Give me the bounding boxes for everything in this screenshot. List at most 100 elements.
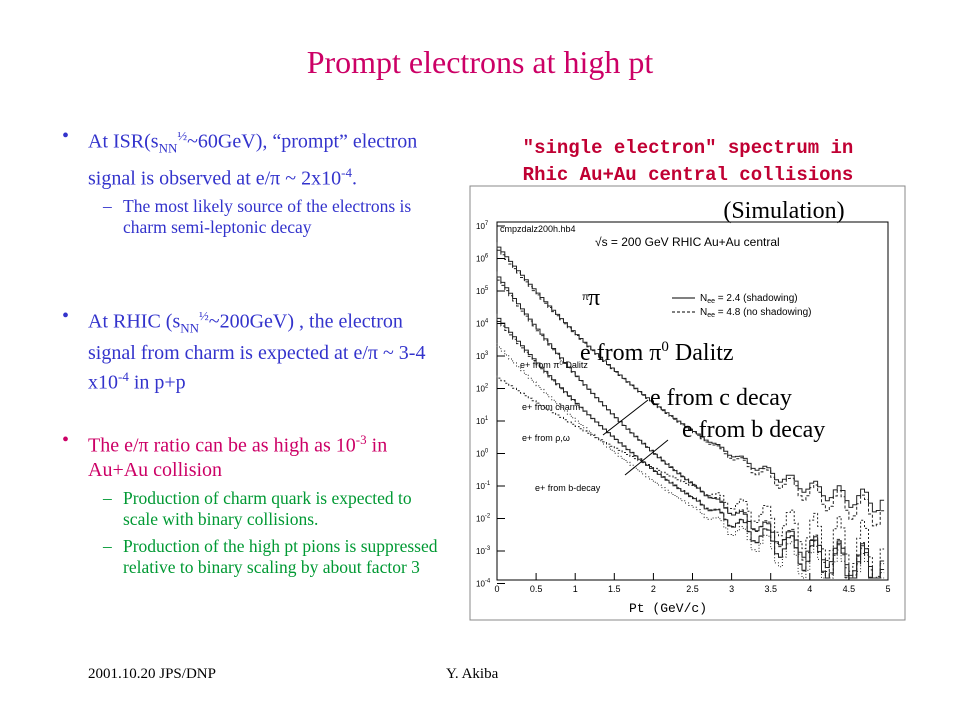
- curve-label: e+ from π0 Dalitz: [520, 360, 588, 370]
- sub-bullet: Production of the high pt pions is suppr…: [103, 536, 443, 578]
- spectrum: [496, 274, 885, 579]
- curve-label: e+ from b-decay: [535, 483, 601, 493]
- legend-entry: Nee = 4.8 (no shadowing): [700, 307, 811, 319]
- curve-label: π: [582, 292, 589, 303]
- x-label: Pt (GeV/c): [629, 601, 707, 616]
- text: -4: [341, 164, 352, 180]
- x-tick-label: 1.5: [608, 584, 621, 594]
- x-tick-label: 0: [494, 584, 499, 594]
- y-tick-label: 101: [476, 416, 489, 426]
- bullet: At ISR(sNN½~60GeV), “prompt” electron si…: [62, 124, 443, 238]
- x-tick-label: 5: [885, 584, 890, 594]
- overlay-label: e from π0 Dalitz: [580, 339, 734, 366]
- x-tick-label: 4: [807, 584, 812, 594]
- tick-exp: 5: [485, 286, 489, 292]
- tick-base: 10: [476, 255, 485, 264]
- footer-right: Y. Akiba: [446, 666, 499, 682]
- slide-title: Prompt electrons at high pt: [306, 44, 654, 80]
- tick-base: 10: [476, 320, 485, 329]
- text: ~60GeV), “prompt” electron signal is obs…: [88, 130, 418, 190]
- y-tick-label: 107: [476, 221, 489, 231]
- text: -3: [355, 432, 367, 447]
- y-tick-label: 10-3: [476, 546, 491, 556]
- tick-exp: 4: [485, 319, 489, 325]
- curve-label: e+ from ρ,ω: [522, 433, 570, 443]
- text: .: [351, 167, 357, 190]
- energy: √s = 200 GeV RHIC Au+Au central: [595, 235, 780, 249]
- tick-base: 10: [476, 547, 485, 556]
- tick-exp: -4: [485, 579, 491, 585]
- y-tick-label: 104: [476, 319, 489, 329]
- y-tick-label: 102: [476, 384, 489, 394]
- y-tick-label: 10-1: [476, 481, 491, 491]
- spectrum: [496, 375, 885, 579]
- x-tick-label: 2: [651, 584, 656, 594]
- text: in p+p: [128, 371, 186, 394]
- tick-base: 10: [476, 385, 485, 394]
- tick-exp: -3: [485, 546, 491, 552]
- tick-base: 10: [476, 515, 485, 524]
- text: in Au+Au collision: [88, 434, 388, 481]
- spectrum: [496, 242, 885, 513]
- y-tick-label: 103: [476, 351, 489, 361]
- tick-base: 10: [476, 482, 485, 491]
- overlay-label: π: [588, 285, 600, 311]
- tick-exp: 6: [485, 254, 489, 260]
- tick-exp: 1: [485, 416, 489, 422]
- x-tick-label: 0.5: [530, 584, 543, 594]
- footer-left: 2001.10.20 JPS/DNP: [88, 666, 216, 682]
- x-tick-label: 3.5: [764, 584, 777, 594]
- sub-bullet: The most likely source of the electrons …: [103, 196, 443, 238]
- text: At ISR(s: [88, 130, 159, 153]
- overlay-label: e from c decay: [650, 385, 792, 411]
- text: The e/π ratio can be as high as 10: [88, 434, 356, 457]
- y-tick-label: 105: [476, 286, 489, 296]
- ticks: 0 0.5 1 1.5 2 2.5 3 3.5 4 4.5 51071061051041031021…: [476, 221, 891, 594]
- tick-base: 10: [476, 450, 485, 459]
- text: ~200GeV) , the electron signal from char…: [88, 310, 426, 394]
- tick-exp: -2: [485, 514, 491, 520]
- tick-base: 10: [476, 417, 485, 426]
- bullet: The e/π ratio can be as high as 10-3 in …: [62, 428, 443, 578]
- text: ½: [199, 308, 209, 323]
- y-tick-label: 100: [476, 449, 489, 459]
- sub-bullet: Production of charm quark is expected to…: [103, 488, 443, 530]
- figure-frame: [469, 185, 906, 621]
- curves: [496, 242, 885, 579]
- tick-exp: 3: [485, 351, 489, 357]
- tick-exp: 2: [485, 384, 489, 390]
- x-tick-label: 2.5: [686, 584, 699, 594]
- tick-exp: -1: [485, 481, 491, 487]
- tick-base: 10: [476, 580, 485, 589]
- spectrum: [496, 317, 885, 579]
- bullet: At RHIC (sNN½~200GeV) , the electron sig…: [62, 304, 440, 394]
- note: (Simulation): [723, 198, 844, 224]
- x-tick-label: 1: [573, 584, 578, 594]
- text: ½: [177, 128, 188, 143]
- text: At RHIC (s: [88, 310, 181, 333]
- tick-exp: 0: [485, 449, 489, 455]
- tick-base: 10: [476, 287, 485, 296]
- spectrum: [496, 245, 885, 527]
- figure-title: "single electron" spectrum in: [523, 137, 854, 159]
- tick-base: 10: [476, 352, 485, 361]
- text: NN: [158, 140, 178, 156]
- text: NN: [180, 320, 200, 336]
- y-tick-label: 106: [476, 254, 489, 264]
- tick-exp: 7: [485, 221, 489, 227]
- file-name: cmpzdalz200h.hb4: [500, 224, 576, 234]
- arrow: [624, 439, 669, 476]
- y-tick-label: 10-4: [476, 579, 491, 589]
- tick-base: 10: [476, 222, 485, 231]
- legend-entry: Nee = 2.4 (shadowing): [700, 293, 798, 305]
- arrow: [602, 399, 649, 436]
- overlay-label: e from b decay: [682, 417, 825, 443]
- x-tick-label: 3: [729, 584, 734, 594]
- curve-label: e+ from charm: [522, 402, 580, 412]
- y-tick-label: 10-2: [476, 514, 491, 524]
- figure-title: Rhic Au+Au central collisions: [523, 164, 854, 186]
- text: -4: [118, 368, 129, 384]
- x-tick-label: 4.5: [843, 584, 856, 594]
